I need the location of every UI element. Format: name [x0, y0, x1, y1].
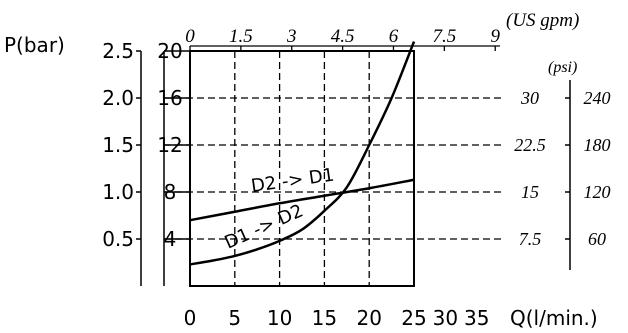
- right-axis-outer-tick-label: 60: [588, 229, 606, 249]
- series-line-2: [189, 41, 416, 266]
- left-axis-bar-tick-label: 2.0: [102, 86, 134, 110]
- labels-layer: P(bar) Q(l/min.) (US gpm) (psi) 0 5 10 15 20…: [4, 10, 611, 330]
- top-axis-tick-label: 3: [286, 26, 297, 47]
- right-axis-outer-label: (psi): [548, 59, 577, 76]
- left-axis-second-tick-label: 4: [164, 227, 177, 251]
- top-axis-tick-label: 6: [389, 26, 399, 47]
- right-axis-inner-tick-label: 15: [521, 182, 539, 202]
- grid-layer: [164, 51, 504, 286]
- y-axis-label: P(bar): [4, 33, 65, 57]
- top-axis-tick-label: 4.5: [331, 26, 355, 47]
- right-axis-inner-tick-label: 30: [520, 88, 539, 108]
- bottom-axis-tick-label: 10: [267, 306, 292, 330]
- right-axis-outer-tick-label: 240: [584, 88, 611, 108]
- ticks-layer: [136, 45, 570, 240]
- top-axis-tick-label: 0: [185, 26, 195, 47]
- top-axis-tick-label: 1.5: [229, 26, 253, 47]
- series-line-1: [189, 178, 415, 222]
- bottom-axis-tick-label: 15: [312, 306, 337, 330]
- left-axis-bar-tick-label: 2.5: [102, 39, 134, 63]
- right-axis-inner-tick-label: 7.5: [519, 229, 542, 249]
- top-axis-label: (US gpm): [506, 10, 579, 31]
- top-axis-tick-label: 7.5: [432, 26, 456, 47]
- right-axis-inner-tick-label: 22.5: [514, 135, 546, 155]
- bottom-axis-tick-label: 20: [356, 306, 381, 330]
- top-axis-tick-label: 9: [490, 26, 500, 47]
- bottom-axis-tick-label: 5: [228, 306, 241, 330]
- axes-layer: [140, 50, 571, 287]
- left-axis-second-tick-label: 16: [157, 86, 182, 110]
- left-axis-second-tick-label: 8: [164, 180, 177, 204]
- bottom-axis-tick-label: 25: [401, 306, 426, 330]
- left-axis-bar-tick-label: 1.5: [102, 133, 134, 157]
- left-axis-bar-tick-label: 1.0: [102, 180, 134, 204]
- bottom-axis-tick-label: 30: [433, 306, 458, 330]
- plot-frame: [189, 50, 415, 287]
- right-axis-outer-tick-label: 120: [584, 182, 611, 202]
- bottom-axis-tick-label: 0: [184, 306, 197, 330]
- right-axis-outer-tick-label: 180: [584, 135, 611, 155]
- left-axis-bar-tick-label: 0.5: [102, 227, 134, 251]
- x-axis-label: Q(l/min.): [510, 306, 598, 330]
- left-axis-second-tick-label: 20: [157, 39, 182, 63]
- left-axis-second-tick-label: 12: [157, 133, 182, 157]
- bottom-axis-tick-label: 35: [464, 306, 489, 330]
- series-layer: [189, 41, 416, 266]
